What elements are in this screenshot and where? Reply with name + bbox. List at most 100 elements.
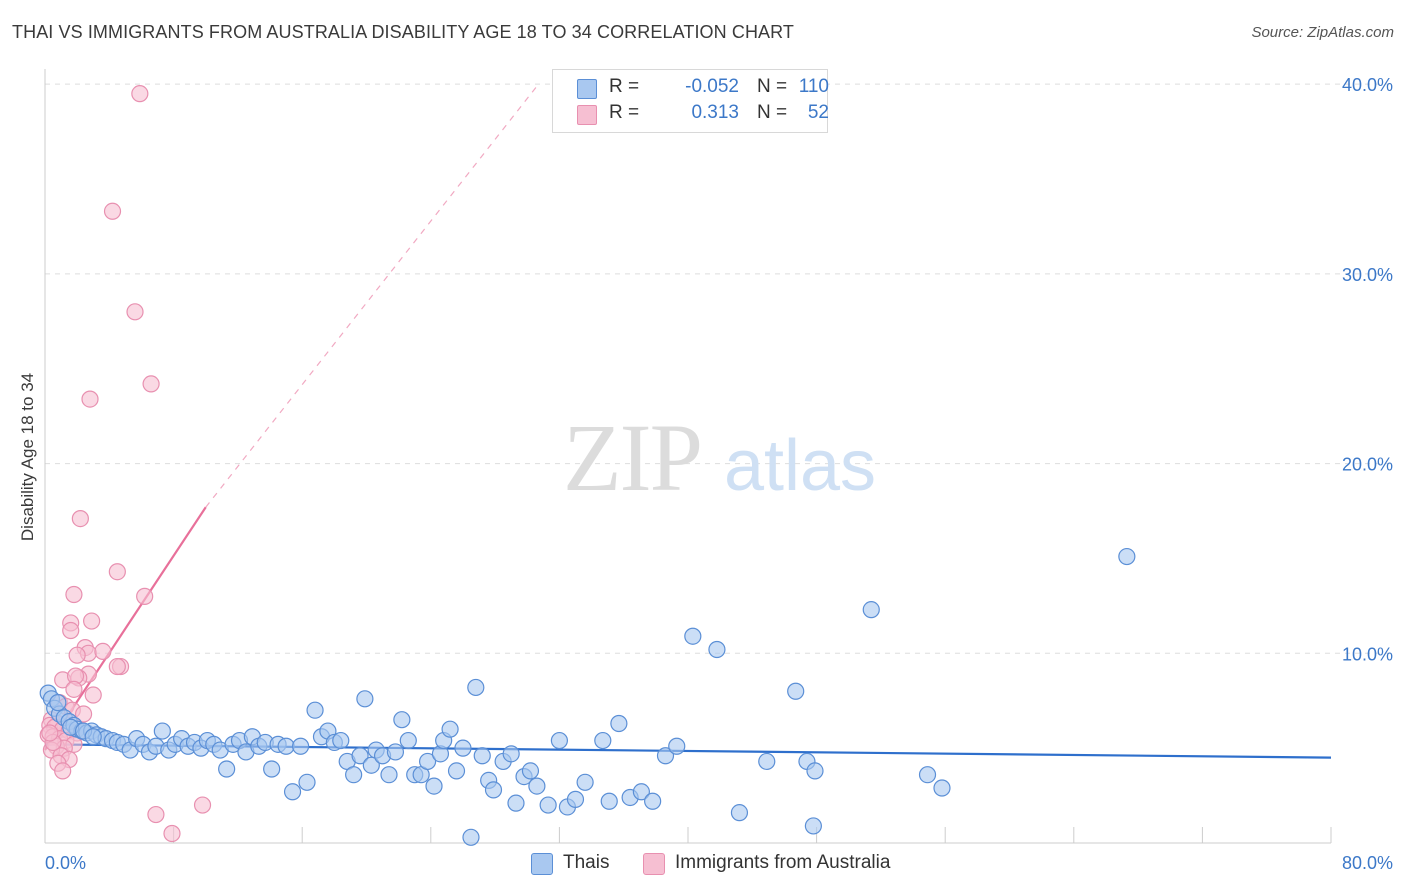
point-thais bbox=[539, 796, 557, 814]
point-thais bbox=[610, 714, 628, 733]
point-thais bbox=[351, 747, 369, 765]
point-thais bbox=[306, 701, 324, 719]
point-thais bbox=[862, 601, 880, 619]
point-thais bbox=[345, 766, 363, 784]
point-thais bbox=[447, 762, 466, 780]
point-thais bbox=[425, 777, 443, 795]
legend-n-label: N = bbox=[757, 76, 788, 97]
point-thais bbox=[684, 627, 702, 645]
legend-r-value-thais: -0.052 bbox=[685, 76, 739, 97]
point-thais bbox=[528, 777, 546, 795]
point-thais bbox=[507, 794, 525, 812]
point-thais bbox=[153, 722, 171, 740]
point-thais bbox=[84, 728, 102, 746]
point-australia bbox=[81, 390, 99, 408]
y-tick-label: 40.0% bbox=[1342, 75, 1393, 95]
point-thais bbox=[918, 766, 937, 784]
point-thais bbox=[600, 792, 618, 810]
legend-r-label: R = bbox=[609, 102, 640, 123]
point-thais bbox=[467, 678, 485, 697]
point-thais bbox=[49, 694, 67, 712]
point-thais bbox=[332, 731, 350, 750]
point-thais bbox=[386, 743, 405, 761]
point-australia bbox=[147, 805, 165, 824]
y-tick-label: 20.0% bbox=[1342, 455, 1393, 475]
y-tick-label: 30.0% bbox=[1342, 265, 1393, 285]
point-australia bbox=[103, 202, 122, 220]
point-thais bbox=[502, 745, 520, 763]
trend-line-australia-extension bbox=[205, 83, 539, 508]
point-thais bbox=[708, 640, 726, 659]
bottom-legend-swatch-australia bbox=[643, 853, 665, 875]
point-thais bbox=[730, 804, 749, 822]
point-thais bbox=[362, 756, 380, 774]
point-australia bbox=[68, 646, 86, 664]
bottom-legend-swatch-thais bbox=[531, 853, 553, 875]
chart-title: THAI VS IMMIGRANTS FROM AUSTRALIA DISABI… bbox=[12, 22, 795, 42]
point-thais bbox=[576, 773, 594, 791]
point-thais bbox=[356, 690, 374, 708]
point-thais bbox=[644, 792, 662, 810]
point-thais bbox=[787, 682, 805, 700]
legend: R = -0.052 N = 110 R = 0.313 N = 52 bbox=[552, 69, 829, 133]
point-thais bbox=[484, 781, 503, 799]
point-thais bbox=[594, 731, 612, 750]
point-thais bbox=[283, 783, 302, 801]
point-thais bbox=[462, 828, 480, 846]
point-thais bbox=[806, 762, 824, 780]
point-thais bbox=[418, 752, 437, 771]
point-australia bbox=[94, 642, 112, 660]
legend-n-value-australia: 52 bbox=[807, 102, 829, 123]
point-australia bbox=[62, 621, 80, 640]
point-thais bbox=[656, 747, 675, 765]
point-thais bbox=[291, 737, 310, 755]
point-thais bbox=[277, 737, 295, 755]
point-australia bbox=[142, 375, 160, 393]
point-thais bbox=[298, 773, 316, 791]
point-thais bbox=[218, 760, 236, 778]
point-australia bbox=[65, 680, 83, 698]
point-thais bbox=[454, 739, 472, 757]
bottom-legend: Thais Immigrants from Australia bbox=[0, 850, 1406, 878]
legend-r-value-australia: 0.313 bbox=[691, 102, 739, 123]
point-thais bbox=[550, 731, 569, 750]
point-australia bbox=[71, 510, 89, 528]
point-thais bbox=[473, 747, 491, 765]
point-thais bbox=[393, 711, 411, 729]
point-thais bbox=[758, 752, 776, 771]
point-thais bbox=[933, 779, 951, 797]
point-australia bbox=[136, 587, 154, 605]
bottom-legend-label-australia: Immigrants from Australia bbox=[675, 852, 891, 873]
point-australia bbox=[84, 686, 102, 704]
legend-swatch-thais bbox=[577, 79, 597, 99]
point-australia bbox=[83, 612, 101, 630]
point-australia bbox=[163, 824, 181, 843]
point-thais bbox=[263, 760, 281, 778]
point-thais bbox=[804, 817, 822, 835]
point-thais bbox=[1118, 547, 1136, 566]
point-thais bbox=[566, 790, 585, 808]
point-thais bbox=[441, 720, 459, 738]
point-thais bbox=[632, 783, 650, 801]
x-tick-label: 80.0% bbox=[1342, 853, 1393, 873]
watermark: ZIP atlas bbox=[563, 404, 876, 511]
x-tick-label: 0.0% bbox=[45, 853, 86, 873]
y-tick-label: 10.0% bbox=[1342, 644, 1393, 664]
chart-source: Source: ZipAtlas.com bbox=[1251, 24, 1394, 41]
tick-labels: 10.0% 20.0% 30.0% 40.0% 0.0% 80.0% bbox=[45, 75, 1393, 873]
point-thais bbox=[380, 766, 398, 784]
point-australia bbox=[65, 585, 83, 604]
point-australia bbox=[193, 796, 212, 814]
point-thais bbox=[668, 737, 686, 755]
point-thais bbox=[399, 731, 417, 750]
grid-layer bbox=[45, 83, 1391, 654]
series-thais bbox=[39, 547, 1136, 846]
watermark-atlas: atlas bbox=[724, 426, 876, 506]
point-australia bbox=[126, 303, 144, 321]
point-australia bbox=[41, 724, 59, 742]
point-thais bbox=[521, 762, 540, 780]
point-australia bbox=[108, 563, 126, 581]
legend-n-value-thais: 110 bbox=[798, 76, 829, 97]
point-australia bbox=[108, 657, 126, 676]
